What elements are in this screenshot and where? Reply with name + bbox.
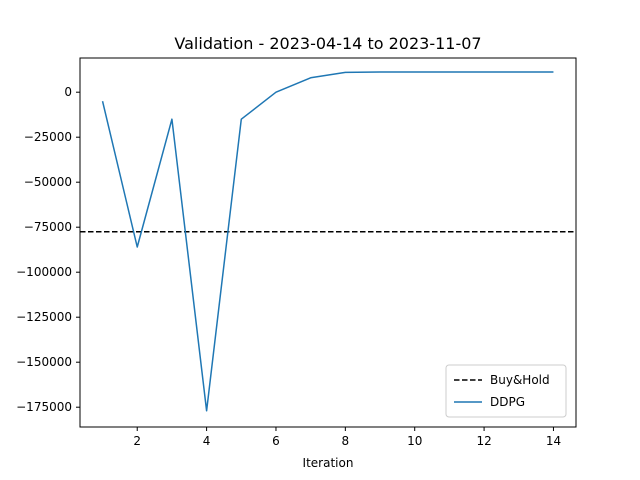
y-tick-label: −50000 [24,175,72,189]
x-tick-label: 12 [476,434,491,448]
x-tick-label: 4 [203,434,211,448]
x-tick-label: 8 [342,434,350,448]
chart-title: Validation - 2023-04-14 to 2023-11-07 [174,34,481,53]
y-tick-label: −175000 [16,400,72,414]
axes: 2 4 6 8 10 12 14 0 −25000 −50000 −75000 −100000 −125… [16,57,577,448]
y-tick-label: −125000 [16,310,72,324]
x-tick-label: 2 [133,434,141,448]
legend-label-buy-and-hold: Buy&Hold [490,373,550,387]
x-tick-label: 10 [407,434,422,448]
plot-content [80,71,576,412]
legend-box [445,364,567,418]
legend: Buy&Hold DDPG [445,364,567,418]
series-line-ddpg [101,71,554,412]
x-tick-label: 6 [272,434,280,448]
y-tick-label: −150000 [16,355,72,369]
x-tick-label: 14 [546,434,561,448]
y-tick-label: −100000 [16,265,72,279]
x-axis-label: Iteration [303,456,354,470]
legend-label-ddpg: DDPG [490,395,525,409]
y-tick-label: 0 [64,85,72,99]
y-tick-label: −25000 [24,130,72,144]
y-tick-label: −75000 [24,220,72,234]
axes-frame [79,57,577,428]
plot-area [80,71,576,412]
